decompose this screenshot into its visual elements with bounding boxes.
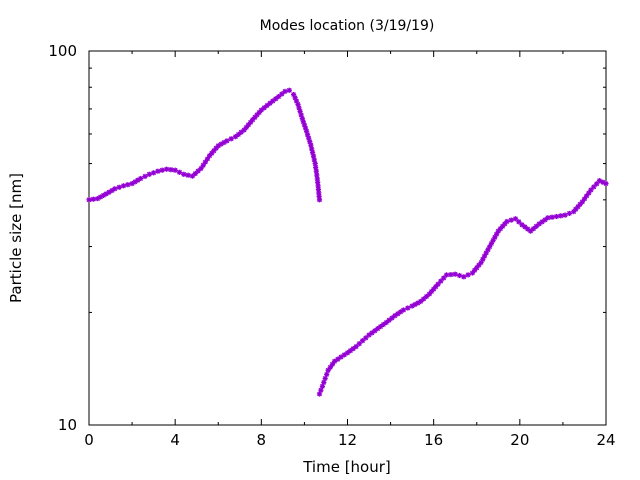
data-point xyxy=(525,226,531,232)
data-point xyxy=(566,210,573,216)
data-point xyxy=(562,212,568,218)
data-point xyxy=(279,91,285,97)
chart-title: Modes location (3/19/19) xyxy=(260,18,435,34)
data-point xyxy=(341,352,347,358)
data-point xyxy=(224,138,230,144)
y-axis-title: Particle size [nm] xyxy=(7,173,25,303)
data-point xyxy=(181,171,187,177)
data-point xyxy=(116,184,122,190)
data-point xyxy=(456,272,463,279)
data-point xyxy=(185,172,191,178)
axis-ticks xyxy=(88,50,607,426)
data-point xyxy=(90,196,96,202)
data-point xyxy=(151,170,157,176)
plot-frame xyxy=(88,50,607,426)
data-point xyxy=(533,223,539,229)
x-tick-label: 0 xyxy=(84,431,94,449)
data-point xyxy=(322,375,328,381)
data-point xyxy=(273,96,279,102)
data-point xyxy=(558,213,564,219)
data-point xyxy=(405,305,411,311)
data-points xyxy=(86,87,609,397)
data-point xyxy=(314,172,320,178)
data-point xyxy=(310,153,317,159)
data-point xyxy=(508,217,514,223)
x-tick-label: 16 xyxy=(424,431,443,449)
data-point xyxy=(504,218,510,225)
data-point xyxy=(125,182,131,188)
data-point xyxy=(286,87,292,93)
data-point xyxy=(142,173,148,179)
data-point xyxy=(176,169,183,175)
data-point xyxy=(120,183,127,189)
data-point xyxy=(316,197,323,203)
data-point xyxy=(583,193,590,199)
x-axis-title: Time [hour] xyxy=(302,458,391,476)
data-point xyxy=(332,358,338,364)
plot-border xyxy=(88,50,607,426)
data-point xyxy=(311,157,317,163)
data-point xyxy=(204,156,211,162)
data-point xyxy=(172,167,178,173)
data-point xyxy=(423,293,430,300)
data-point xyxy=(452,271,458,277)
data-point xyxy=(155,168,161,174)
data-point xyxy=(146,171,152,177)
data-point xyxy=(112,186,118,192)
x-tick-label: 8 xyxy=(257,431,267,449)
data-point xyxy=(238,129,244,135)
data-point xyxy=(465,272,471,278)
data-point xyxy=(400,307,407,313)
data-point xyxy=(448,272,454,278)
data-point xyxy=(310,149,316,156)
data-point xyxy=(282,88,288,95)
data-point xyxy=(309,146,315,152)
data-point xyxy=(138,175,144,182)
data-point xyxy=(335,356,341,362)
x-tick-label: 20 xyxy=(510,431,529,449)
axis-tick-labels: 0 4 8 12 16 20 24 10 100 xyxy=(48,42,615,449)
data-point xyxy=(241,127,247,133)
data-point xyxy=(159,167,165,173)
data-point xyxy=(314,176,320,182)
data-point xyxy=(392,313,398,319)
x-tick-label: 4 xyxy=(170,431,180,449)
data-point xyxy=(324,371,330,377)
data-point xyxy=(603,181,609,187)
data-point xyxy=(461,274,467,280)
data-point xyxy=(549,214,555,220)
data-point xyxy=(228,136,234,142)
x-tick-label: 24 xyxy=(596,431,615,449)
x-tick-label: 12 xyxy=(338,431,357,449)
data-point xyxy=(553,213,560,220)
data-point xyxy=(441,275,447,281)
y-tick-label: 10 xyxy=(58,416,77,434)
y-tick-label: 100 xyxy=(48,42,77,60)
